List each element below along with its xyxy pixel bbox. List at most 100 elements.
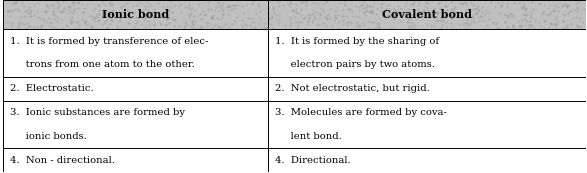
Point bbox=[463, 17, 473, 19]
Point bbox=[168, 18, 178, 21]
Point bbox=[408, 14, 417, 16]
Point bbox=[106, 19, 116, 21]
Point bbox=[538, 10, 548, 13]
Point bbox=[490, 6, 500, 9]
Point bbox=[537, 13, 546, 16]
Point bbox=[387, 15, 396, 18]
Point bbox=[208, 26, 217, 29]
Point bbox=[6, 15, 15, 18]
Point bbox=[259, 26, 268, 29]
Point bbox=[395, 6, 404, 9]
Point bbox=[119, 4, 129, 7]
Point bbox=[264, 12, 274, 15]
Point bbox=[333, 26, 343, 29]
Point bbox=[4, 10, 13, 13]
Point bbox=[304, 16, 313, 19]
Point bbox=[163, 16, 172, 19]
Point bbox=[570, 9, 579, 12]
Point bbox=[303, 20, 312, 22]
Point bbox=[202, 25, 211, 28]
Point bbox=[376, 5, 386, 8]
Point bbox=[214, 26, 224, 29]
Point bbox=[343, 7, 353, 10]
Point bbox=[191, 27, 201, 29]
Point bbox=[355, 24, 364, 27]
Point bbox=[74, 1, 83, 3]
Point bbox=[441, 4, 450, 7]
Point bbox=[342, 24, 351, 26]
Point bbox=[390, 9, 399, 12]
Point bbox=[344, 8, 353, 11]
Point bbox=[492, 22, 502, 25]
Point bbox=[448, 17, 457, 20]
Point bbox=[374, 26, 383, 29]
Point bbox=[457, 3, 467, 5]
Point bbox=[53, 5, 63, 8]
Text: 1.  It is formed by the sharing of: 1. It is formed by the sharing of bbox=[275, 37, 439, 46]
Point bbox=[471, 6, 481, 9]
Point bbox=[520, 8, 529, 11]
Point bbox=[494, 2, 503, 4]
Point bbox=[81, 23, 90, 26]
Point bbox=[364, 5, 373, 8]
Point bbox=[123, 21, 133, 24]
Point bbox=[80, 19, 90, 22]
Point bbox=[41, 10, 50, 13]
Point bbox=[49, 18, 58, 20]
Point bbox=[143, 20, 153, 23]
Point bbox=[337, 15, 346, 17]
Point bbox=[247, 17, 256, 20]
Point bbox=[239, 11, 248, 14]
Point bbox=[102, 26, 112, 29]
Point bbox=[558, 12, 568, 15]
Point bbox=[384, 16, 393, 19]
Point bbox=[298, 1, 307, 3]
Point bbox=[144, 24, 154, 26]
Point bbox=[468, 8, 477, 11]
Point bbox=[266, 23, 275, 25]
Point bbox=[404, 18, 413, 21]
Point bbox=[185, 14, 195, 17]
Point bbox=[203, 0, 212, 3]
Point bbox=[329, 19, 339, 22]
Point bbox=[400, 3, 410, 6]
Point bbox=[518, 4, 528, 7]
Point bbox=[521, 7, 531, 10]
Point bbox=[254, 22, 264, 25]
Point bbox=[268, 8, 278, 11]
Point bbox=[208, 16, 217, 19]
Point bbox=[574, 0, 583, 3]
Point bbox=[228, 4, 237, 7]
Point bbox=[157, 23, 166, 26]
Point bbox=[115, 20, 124, 22]
Point bbox=[180, 5, 190, 8]
Point bbox=[102, 25, 112, 28]
Point bbox=[414, 15, 423, 17]
Text: ionic bonds.: ionic bonds. bbox=[10, 132, 87, 141]
Point bbox=[94, 9, 103, 11]
Point bbox=[54, 3, 63, 6]
Point bbox=[352, 5, 361, 8]
Point bbox=[82, 3, 92, 6]
Point bbox=[185, 7, 195, 10]
Point bbox=[325, 16, 335, 19]
Point bbox=[433, 19, 442, 21]
Point bbox=[15, 23, 24, 26]
Point bbox=[321, 0, 330, 3]
Point bbox=[315, 12, 325, 15]
Point bbox=[281, 23, 290, 26]
Point bbox=[90, 20, 100, 23]
Point bbox=[80, 21, 90, 24]
Point bbox=[21, 27, 30, 30]
Point bbox=[333, 14, 342, 17]
Point bbox=[578, 21, 587, 24]
Point bbox=[214, 10, 224, 13]
Point bbox=[502, 15, 511, 18]
Point bbox=[422, 7, 431, 10]
Point bbox=[206, 7, 215, 10]
Point bbox=[309, 13, 318, 16]
Point bbox=[74, 24, 83, 26]
Point bbox=[460, 21, 470, 24]
Point bbox=[369, 26, 378, 29]
Point bbox=[190, 20, 200, 23]
